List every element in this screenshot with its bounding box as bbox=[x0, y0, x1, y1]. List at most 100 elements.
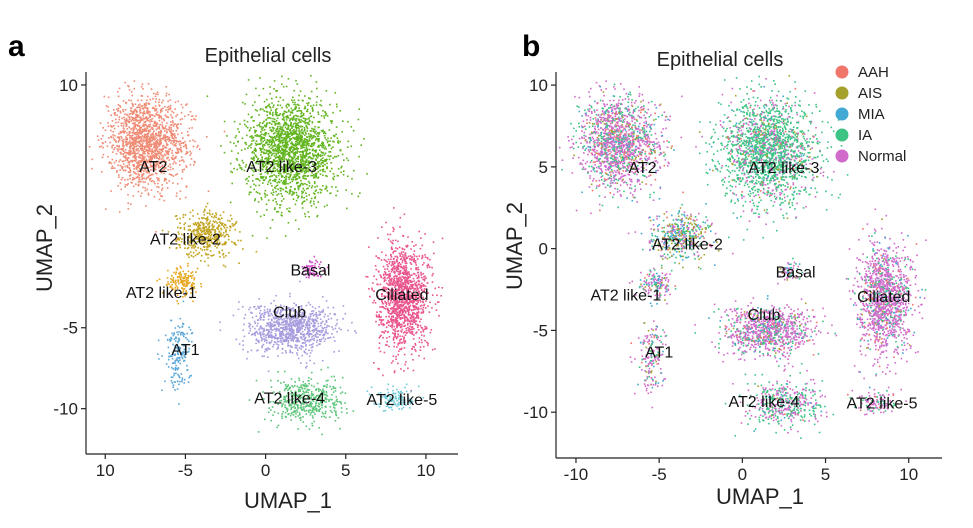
cell-point bbox=[392, 288, 394, 291]
cell-point bbox=[409, 299, 411, 302]
cell-point bbox=[407, 303, 409, 306]
cell-point bbox=[111, 165, 114, 168]
cell-point bbox=[292, 132, 295, 134]
cell-point bbox=[428, 311, 431, 313]
cell-point bbox=[378, 298, 381, 301]
cell-point bbox=[262, 177, 264, 179]
cell-point bbox=[195, 271, 197, 273]
cell-point bbox=[164, 164, 166, 166]
cell-point bbox=[393, 305, 396, 308]
cell-point bbox=[279, 204, 282, 206]
cell-point bbox=[164, 150, 167, 152]
cell-point bbox=[149, 125, 152, 128]
cell-point bbox=[323, 144, 325, 146]
cell-point bbox=[153, 157, 156, 159]
cell-point bbox=[284, 152, 286, 154]
cell-point bbox=[288, 190, 291, 192]
cell-point bbox=[388, 284, 390, 286]
cell-point bbox=[394, 294, 396, 297]
cell-point bbox=[285, 153, 287, 156]
cell-point bbox=[400, 292, 403, 295]
cell-point bbox=[411, 287, 413, 289]
cell-point bbox=[351, 177, 353, 180]
cell-point bbox=[420, 285, 423, 287]
cell-point bbox=[233, 120, 236, 123]
cell-point bbox=[393, 311, 395, 313]
cell-point bbox=[188, 235, 190, 237]
cell-point bbox=[291, 125, 293, 127]
cell-point bbox=[266, 163, 269, 165]
cell-point bbox=[175, 139, 178, 142]
cell-point bbox=[250, 127, 252, 129]
cell-point bbox=[158, 151, 160, 153]
cell-point bbox=[175, 137, 177, 139]
cell-point bbox=[159, 166, 162, 169]
cell-point bbox=[412, 359, 414, 361]
cell-point bbox=[185, 278, 188, 281]
cell-point bbox=[299, 183, 302, 186]
cell-point bbox=[115, 118, 117, 121]
cell-point bbox=[252, 180, 254, 182]
cell-point bbox=[277, 149, 279, 151]
cell-point bbox=[240, 167, 243, 169]
cell-point bbox=[129, 135, 131, 137]
cell-point bbox=[273, 166, 276, 168]
cell-point bbox=[198, 148, 201, 150]
cell-point bbox=[321, 142, 323, 145]
cell-point bbox=[412, 296, 415, 299]
cell-point bbox=[282, 188, 285, 191]
cell-point bbox=[410, 256, 413, 259]
cell-point bbox=[157, 135, 159, 137]
cell-point bbox=[157, 191, 159, 193]
cell-point bbox=[303, 165, 305, 168]
cell-point bbox=[201, 217, 203, 219]
cell-point bbox=[420, 307, 422, 310]
cell-point bbox=[273, 186, 276, 189]
cell-point bbox=[426, 264, 428, 267]
cell-point bbox=[158, 169, 161, 172]
cell-point bbox=[320, 261, 322, 263]
cell-point bbox=[197, 235, 200, 237]
cell-point bbox=[302, 177, 305, 179]
cell-point bbox=[273, 140, 275, 142]
cell-point bbox=[155, 98, 157, 100]
cell-point bbox=[156, 186, 158, 188]
cell-point bbox=[211, 223, 214, 226]
cell-point bbox=[423, 357, 425, 360]
cell-point bbox=[128, 89, 131, 91]
cell-point bbox=[134, 140, 136, 143]
cell-point bbox=[283, 144, 286, 146]
cell-point bbox=[222, 225, 225, 228]
cell-point bbox=[287, 117, 290, 119]
cell-point bbox=[200, 237, 203, 239]
cell-point bbox=[189, 150, 191, 153]
cell-point bbox=[297, 195, 300, 197]
cell-point bbox=[161, 126, 164, 129]
cell-point bbox=[373, 362, 375, 364]
cell-point bbox=[404, 283, 407, 286]
cell-point bbox=[154, 125, 156, 127]
cell-point bbox=[204, 233, 206, 235]
cell-point bbox=[164, 105, 166, 108]
cell-point bbox=[378, 368, 380, 370]
cell-point bbox=[320, 151, 323, 153]
cell-point bbox=[136, 133, 139, 136]
cell-point bbox=[121, 144, 124, 147]
cell-point bbox=[425, 288, 427, 290]
cell-point bbox=[142, 123, 145, 125]
cell-point bbox=[155, 168, 157, 171]
cell-point bbox=[325, 187, 327, 190]
cell-point bbox=[132, 164, 135, 167]
cell-point bbox=[122, 141, 125, 143]
cell-point bbox=[426, 291, 428, 293]
cell-point bbox=[159, 109, 162, 112]
cell-point bbox=[182, 296, 184, 298]
cell-point bbox=[165, 128, 168, 131]
cell-point bbox=[134, 160, 137, 162]
cell-point bbox=[404, 281, 406, 283]
cell-point bbox=[407, 289, 409, 291]
cell-point bbox=[308, 161, 310, 164]
cell-point bbox=[308, 117, 310, 119]
cell-point bbox=[289, 146, 291, 149]
cell-point bbox=[275, 149, 277, 151]
